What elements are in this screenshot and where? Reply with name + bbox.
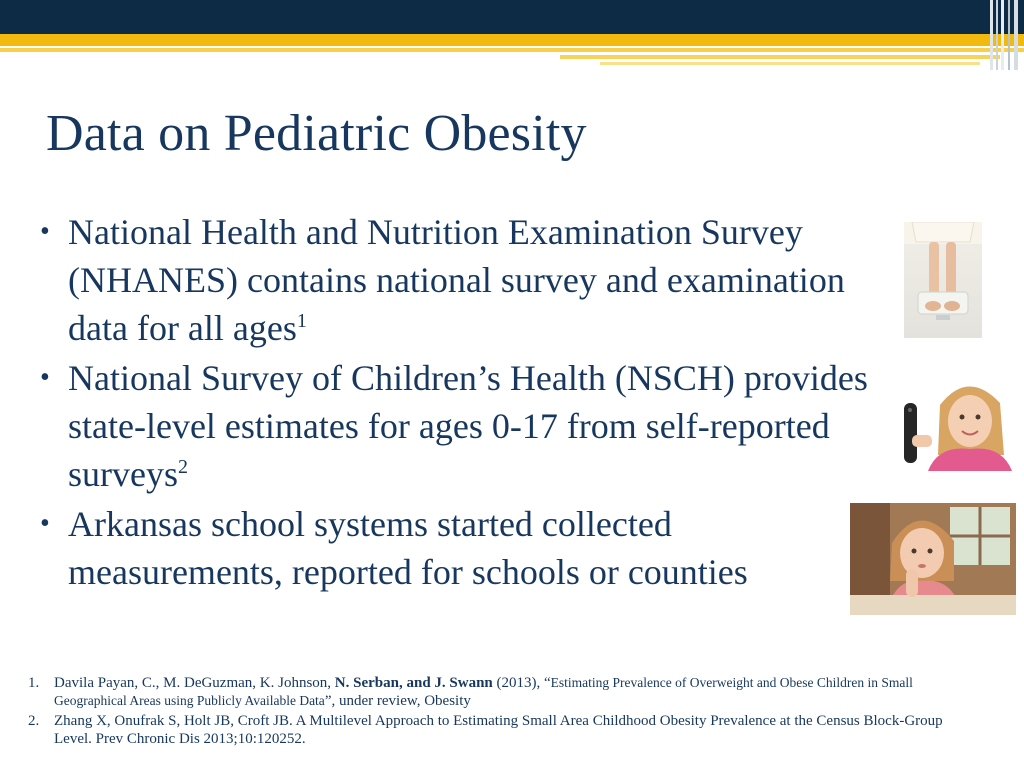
- header-band: [0, 0, 1024, 34]
- footnote-marker: 1: [296, 310, 307, 332]
- footnote-marker: 2: [178, 456, 188, 478]
- header-gold-stripe: [0, 34, 1024, 46]
- references: 1. Davila Payan, C., M. DeGuzman, K. Joh…: [24, 674, 984, 750]
- header-vertical-stripe: [990, 0, 993, 70]
- header-gold-thin-stripe: [0, 48, 1024, 52]
- reference-text: ”, under review, Obesity: [324, 693, 471, 709]
- header-vertical-stripe: [1008, 0, 1010, 70]
- header-gold-accent-2: [600, 62, 980, 65]
- reference-authors-bold: N. Serban, and J. Swann: [334, 675, 493, 691]
- bullet-list: • National Health and Nutrition Examinat…: [40, 208, 880, 598]
- bullet-dot-icon: •: [40, 362, 50, 393]
- bullet-text: National Survey of Children’s Health (NS…: [68, 358, 868, 494]
- reference-text: Zhang X, Onufrak S, Holt JB, Croft JB. A…: [54, 713, 943, 747]
- reference-text: Davila Payan, C., M. DeGuzman, K. Johnso…: [54, 675, 335, 691]
- bullet-dot-icon: •: [40, 216, 50, 247]
- bullet-item: • National Survey of Children’s Health (…: [40, 354, 880, 498]
- reference-title: Estimating Prevalence of Overweight and …: [54, 675, 913, 708]
- bullet-text: National Health and Nutrition Examinatio…: [68, 212, 845, 348]
- bullet-item: • National Health and Nutrition Examinat…: [40, 208, 880, 352]
- header-gold-accent: [560, 55, 1000, 59]
- feet-on-scale-photo: [904, 222, 982, 338]
- reference-item: 1. Davila Payan, C., M. DeGuzman, K. Joh…: [24, 674, 984, 710]
- header-vertical-stripe: [996, 0, 998, 70]
- header-vertical-stripe: [1014, 0, 1018, 70]
- reference-item: 2. Zhang X, Onufrak S, Holt JB, Croft JB…: [24, 712, 984, 748]
- slide-title: Data on Pediatric Obesity: [46, 105, 587, 162]
- bullet-item: • Arkansas school systems started collec…: [40, 500, 880, 596]
- reference-text: (2013), “: [492, 675, 551, 691]
- header-vertical-stripe: [1001, 0, 1004, 70]
- bullet-text: Arkansas school systems started collecte…: [68, 504, 748, 592]
- girl-with-phone-photo: [878, 375, 1020, 471]
- reference-number: 2.: [28, 713, 40, 729]
- reference-number: 1.: [28, 675, 40, 691]
- bullet-dot-icon: •: [40, 508, 50, 539]
- girl-at-table-photo: [850, 503, 1016, 615]
